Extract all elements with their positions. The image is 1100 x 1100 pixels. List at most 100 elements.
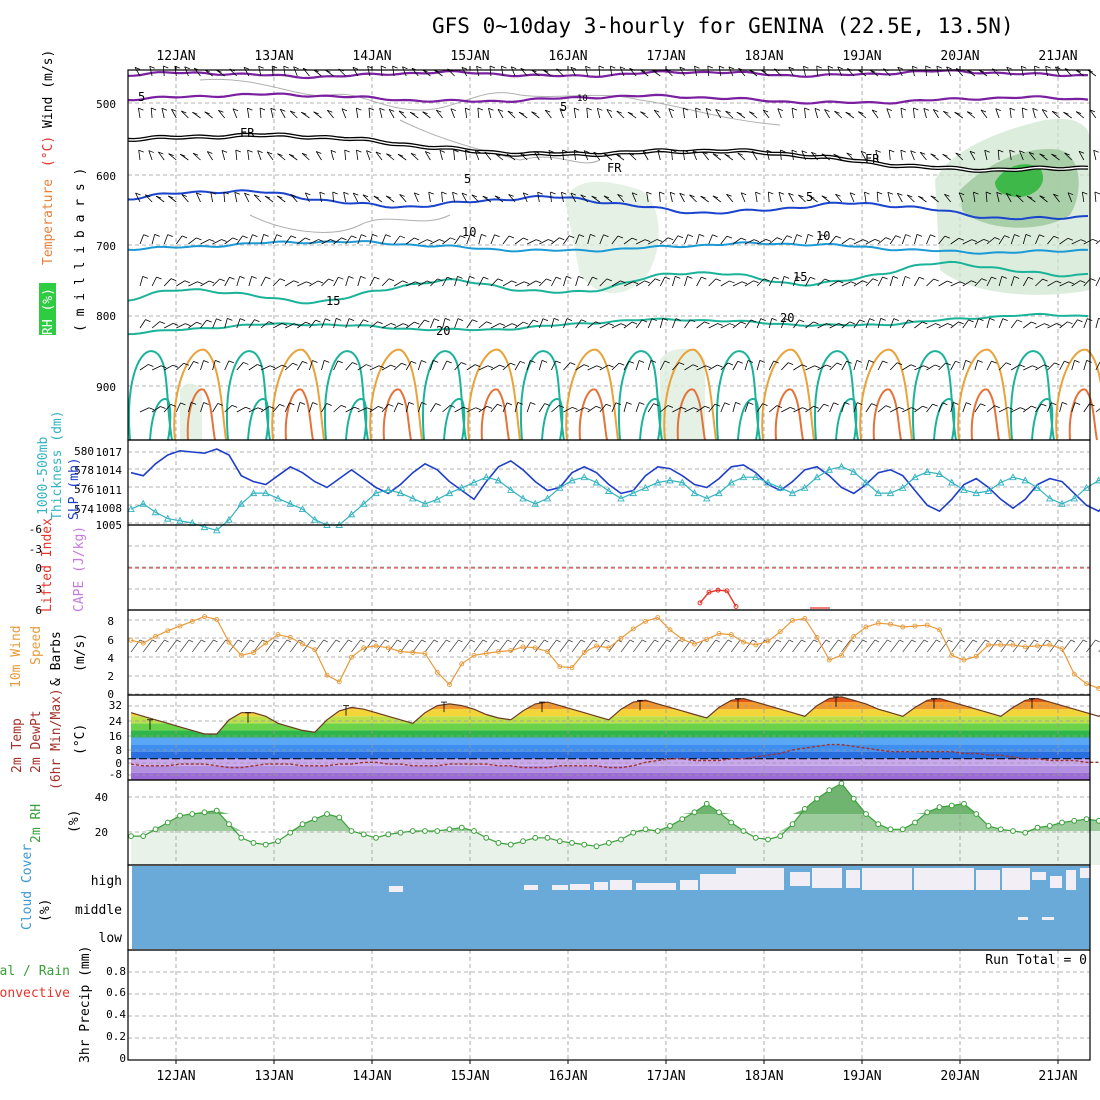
wind-barb bbox=[664, 360, 670, 364]
wind-barb bbox=[1009, 149, 1015, 153]
wind-barb bbox=[611, 362, 620, 371]
wind10m-marker bbox=[888, 621, 893, 627]
wind-barb bbox=[381, 364, 391, 371]
wind-barb bbox=[668, 108, 673, 119]
wind-barb bbox=[560, 192, 564, 203]
wind-barb bbox=[381, 323, 392, 329]
wind-barb bbox=[168, 195, 174, 199]
thickness-marker bbox=[788, 489, 797, 497]
rh2m-marker bbox=[238, 834, 245, 841]
wind10m-barb bbox=[265, 639, 276, 653]
wind-barb bbox=[737, 152, 746, 161]
wind-barb bbox=[660, 405, 669, 413]
wind-barb bbox=[679, 66, 685, 77]
wind-barb bbox=[410, 152, 419, 161]
wind-barb bbox=[279, 278, 286, 282]
wind-barb bbox=[309, 402, 313, 413]
rh2m-marker bbox=[140, 833, 147, 839]
wind-barb bbox=[192, 111, 198, 115]
wind-barb bbox=[611, 280, 621, 287]
precip-total-label: Total / Rain bbox=[0, 964, 70, 979]
wind10m-marker bbox=[263, 640, 269, 646]
wind-barb bbox=[1062, 401, 1068, 405]
wind-barb bbox=[708, 323, 718, 329]
wind-barb bbox=[489, 65, 496, 69]
wind-barb bbox=[926, 234, 931, 245]
wind-barb bbox=[1020, 66, 1024, 77]
wind10m-barb bbox=[890, 639, 900, 653]
wind10m-marker bbox=[937, 627, 942, 633]
wind-barb bbox=[150, 108, 153, 119]
wind-barb bbox=[837, 66, 843, 77]
wind-barb bbox=[753, 280, 759, 284]
wind-barb bbox=[817, 323, 827, 329]
rh2m-marker bbox=[985, 823, 992, 829]
wind-barb bbox=[695, 108, 697, 119]
wind-barb bbox=[1055, 66, 1060, 77]
wind10m-marker bbox=[238, 652, 244, 658]
isotherm-loop bbox=[774, 388, 804, 441]
wind-barb bbox=[1039, 234, 1045, 238]
wind-barb bbox=[946, 66, 952, 70]
wind-barb bbox=[699, 233, 705, 237]
wind-barb bbox=[871, 109, 878, 113]
wind10m-barb bbox=[216, 639, 227, 653]
wind-barb bbox=[744, 280, 754, 287]
wind-barb bbox=[728, 66, 734, 77]
wind-barb bbox=[930, 153, 939, 161]
wind-barb bbox=[603, 153, 613, 161]
wind-barb bbox=[526, 360, 531, 371]
wind-barb bbox=[218, 110, 226, 119]
wind-barb bbox=[449, 405, 456, 408]
wind-barb bbox=[821, 234, 827, 238]
thickness-marker bbox=[947, 478, 956, 486]
wind-barb bbox=[372, 233, 378, 237]
wind-barb bbox=[916, 233, 923, 237]
wind-barb bbox=[476, 65, 482, 69]
wind10m-marker bbox=[128, 637, 134, 643]
thickness-marker bbox=[298, 505, 307, 513]
wind-barb bbox=[393, 235, 401, 245]
wind-barb bbox=[1039, 153, 1045, 157]
lifted-index-line bbox=[699, 589, 737, 607]
wind-barb bbox=[791, 108, 794, 119]
date-label: 13JAN bbox=[254, 49, 293, 64]
wind-barb bbox=[684, 364, 694, 371]
wind-barb bbox=[1044, 323, 1050, 326]
thickness-marker bbox=[776, 483, 785, 491]
wind10m-barb bbox=[485, 639, 496, 653]
wind-barb bbox=[442, 276, 448, 287]
wind-barb bbox=[838, 280, 844, 284]
wind-barb bbox=[497, 109, 504, 119]
wind-barb bbox=[430, 318, 435, 329]
wind-barb bbox=[506, 402, 513, 406]
wind-barb bbox=[1067, 192, 1074, 196]
wind-barb bbox=[559, 108, 566, 112]
wind-barb bbox=[466, 276, 470, 287]
wind-barb bbox=[640, 111, 646, 115]
wind10m-barb bbox=[495, 639, 500, 643]
wind-barb bbox=[980, 403, 986, 407]
wind-barb bbox=[974, 318, 979, 329]
wind10m-marker bbox=[777, 629, 783, 635]
wind-barb bbox=[597, 107, 603, 111]
wind-barb bbox=[490, 234, 495, 245]
wind10m-barb bbox=[963, 639, 974, 653]
wind-barb bbox=[748, 402, 754, 405]
wind-barb bbox=[284, 280, 294, 287]
wind-barb bbox=[642, 151, 649, 154]
date-label: 12JAN bbox=[156, 49, 195, 64]
wind-barb bbox=[216, 318, 222, 322]
wind-barb bbox=[511, 323, 518, 326]
y-tick-label: -6 bbox=[29, 523, 42, 536]
wind-barb bbox=[426, 280, 433, 284]
wind-barb bbox=[143, 234, 149, 238]
contour-label: 10 bbox=[816, 229, 830, 243]
dewpt2m-label: 2m DewPt bbox=[29, 710, 44, 773]
wind-barb bbox=[200, 280, 210, 287]
wind-barb bbox=[908, 319, 914, 323]
precip-panel: Run Total = 0 0.8 0.6 0.4 0.2 0 Total / … bbox=[0, 946, 1090, 1065]
wind-barb bbox=[783, 276, 790, 279]
wind10m-barb bbox=[755, 639, 766, 653]
wind10m-barb bbox=[865, 639, 876, 653]
